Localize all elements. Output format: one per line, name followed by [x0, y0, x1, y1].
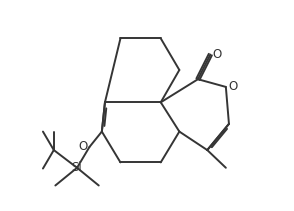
Text: O: O [79, 141, 88, 153]
Text: O: O [228, 80, 238, 93]
Text: O: O [213, 48, 222, 61]
Text: Si: Si [72, 161, 82, 174]
